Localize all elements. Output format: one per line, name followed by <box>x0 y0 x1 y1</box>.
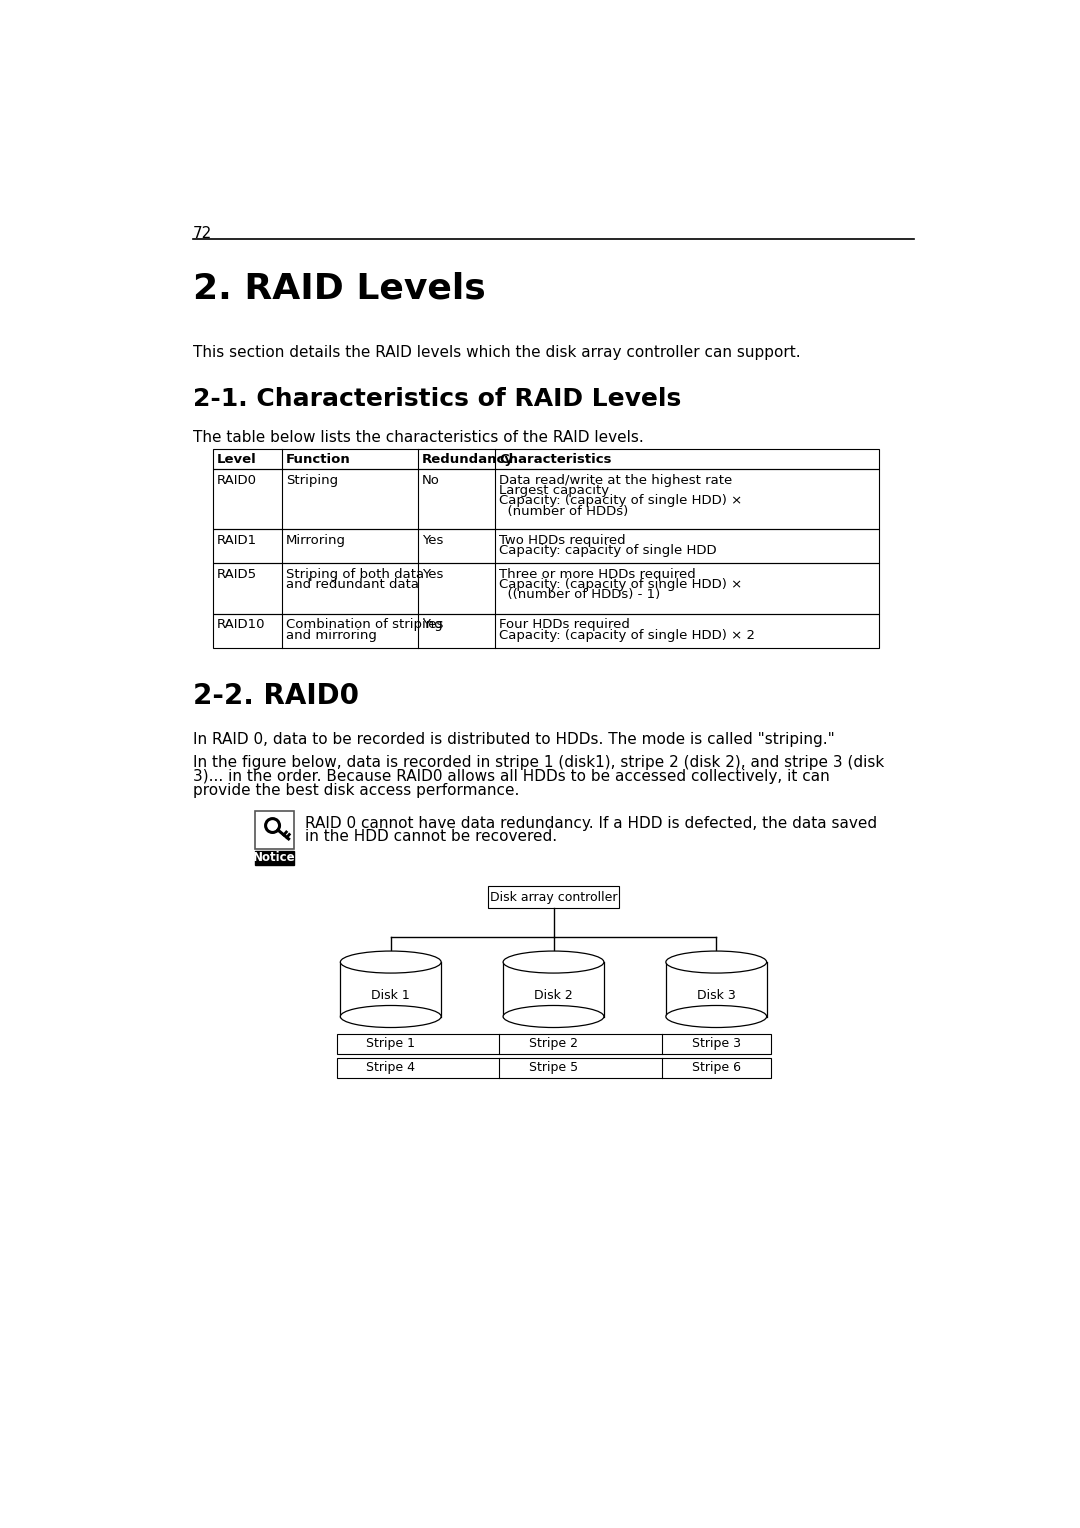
Text: RAID0: RAID0 <box>216 474 256 486</box>
Text: In the figure below, data is recorded in stripe 1 (disk1), stripe 2 (disk 2), an: In the figure below, data is recorded in… <box>193 755 885 770</box>
Text: RAID 0 cannot have data redundancy. If a HDD is defected, the data saved: RAID 0 cannot have data redundancy. If a… <box>305 816 877 831</box>
Text: Yes: Yes <box>422 567 443 581</box>
Text: Yes: Yes <box>422 533 443 547</box>
Bar <box>337 1057 770 1077</box>
Ellipse shape <box>340 1005 441 1027</box>
Text: Capacity: capacity of single HDD: Capacity: capacity of single HDD <box>499 544 717 558</box>
Bar <box>255 851 294 865</box>
Text: 2-1. Characteristics of RAID Levels: 2-1. Characteristics of RAID Levels <box>193 388 681 411</box>
Text: Stripe 1: Stripe 1 <box>366 1038 415 1050</box>
Text: The table below lists the characteristics of the RAID levels.: The table below lists the characteristic… <box>193 429 644 445</box>
Bar <box>213 469 879 529</box>
Text: Stripe 5: Stripe 5 <box>529 1060 578 1074</box>
Text: Capacity: (capacity of single HDD) ×: Capacity: (capacity of single HDD) × <box>499 578 743 591</box>
Bar <box>666 963 767 1016</box>
Text: RAID1: RAID1 <box>216 533 257 547</box>
Text: Stripe 2: Stripe 2 <box>529 1038 578 1050</box>
Bar <box>337 1033 770 1054</box>
Text: Stripe 3: Stripe 3 <box>692 1038 741 1050</box>
Text: in the HDD cannot be recovered.: in the HDD cannot be recovered. <box>305 830 557 845</box>
Text: RAID10: RAID10 <box>216 619 265 631</box>
Text: 3)... in the order. Because RAID0 allows all HDDs to be accessed collectively, i: 3)... in the order. Because RAID0 allows… <box>193 769 829 784</box>
Text: Disk 3: Disk 3 <box>697 989 735 1002</box>
Text: Yes: Yes <box>422 619 443 631</box>
Text: Striping of both data: Striping of both data <box>286 567 424 581</box>
Text: Capacity: (capacity of single HDD) × 2: Capacity: (capacity of single HDD) × 2 <box>499 630 755 642</box>
Text: and mirroring: and mirroring <box>286 630 377 642</box>
Bar <box>488 886 619 908</box>
Bar <box>213 449 879 469</box>
Text: Function: Function <box>286 452 351 466</box>
Text: and redundant data: and redundant data <box>286 578 419 591</box>
Text: Three or more HDDs required: Three or more HDDs required <box>499 567 696 581</box>
Text: Level: Level <box>216 452 256 466</box>
Text: No: No <box>422 474 440 486</box>
Text: Disk array controller: Disk array controller <box>489 891 618 903</box>
Text: Data read/write at the highest rate: Data read/write at the highest rate <box>499 474 732 486</box>
Text: Mirroring: Mirroring <box>286 533 346 547</box>
Text: Redundancy: Redundancy <box>422 452 514 466</box>
Text: Striping: Striping <box>286 474 338 486</box>
Text: Largest capacity: Largest capacity <box>499 484 609 497</box>
Bar <box>255 811 294 850</box>
Ellipse shape <box>666 1005 767 1027</box>
Bar <box>503 963 604 1016</box>
Bar <box>213 529 879 562</box>
Text: Combination of striping: Combination of striping <box>286 619 443 631</box>
Text: 2. RAID Levels: 2. RAID Levels <box>193 272 486 306</box>
Text: Characteristics: Characteristics <box>499 452 611 466</box>
Text: Capacity: (capacity of single HDD) ×: Capacity: (capacity of single HDD) × <box>499 495 743 507</box>
Bar <box>213 562 879 614</box>
Ellipse shape <box>503 1005 604 1027</box>
Text: In RAID 0, data to be recorded is distributed to HDDs. The mode is called "strip: In RAID 0, data to be recorded is distri… <box>193 732 835 747</box>
Text: RAID5: RAID5 <box>216 567 257 581</box>
Text: Two HDDs required: Two HDDs required <box>499 533 626 547</box>
Ellipse shape <box>340 950 441 973</box>
Text: Notice: Notice <box>253 851 296 865</box>
Text: Stripe 4: Stripe 4 <box>366 1060 415 1074</box>
Ellipse shape <box>666 950 767 973</box>
Ellipse shape <box>503 950 604 973</box>
Text: Four HDDs required: Four HDDs required <box>499 619 630 631</box>
Text: Disk 1: Disk 1 <box>372 989 410 1002</box>
Text: ((number of HDDs) - 1): ((number of HDDs) - 1) <box>499 588 661 602</box>
Text: 72: 72 <box>193 226 213 241</box>
Text: 2-2. RAID0: 2-2. RAID0 <box>193 683 360 711</box>
Text: (number of HDDs): (number of HDDs) <box>499 504 629 518</box>
Text: Disk 2: Disk 2 <box>535 989 572 1002</box>
Text: provide the best disk access performance.: provide the best disk access performance… <box>193 784 519 798</box>
Bar <box>213 614 879 648</box>
Text: This section details the RAID levels which the disk array controller can support: This section details the RAID levels whi… <box>193 345 800 361</box>
Text: Stripe 6: Stripe 6 <box>692 1060 741 1074</box>
Bar <box>340 963 441 1016</box>
